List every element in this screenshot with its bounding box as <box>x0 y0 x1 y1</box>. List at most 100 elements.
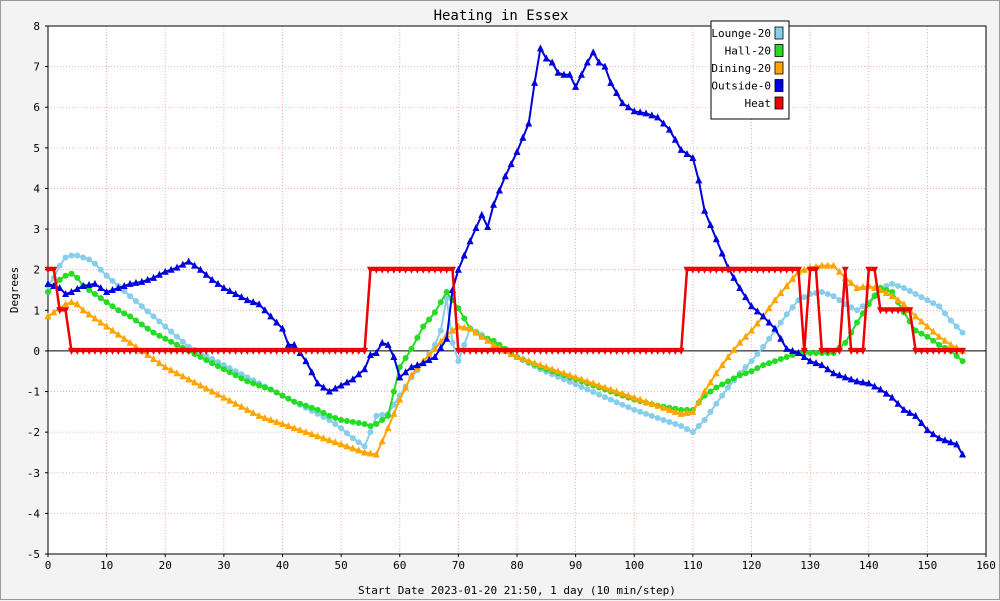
data-point <box>777 334 785 342</box>
data-point <box>642 347 650 355</box>
data-point <box>824 261 832 269</box>
data-point <box>232 347 240 355</box>
data-point <box>783 281 791 289</box>
data-point <box>900 300 908 308</box>
data-point <box>460 323 468 331</box>
data-point <box>701 387 709 395</box>
data-point <box>237 347 245 355</box>
data-point <box>742 293 750 301</box>
x-axis-label: Start Date 2023-01-20 21:50, 1 day (10 m… <box>358 584 676 597</box>
data-point <box>325 387 333 395</box>
data-point <box>79 347 87 355</box>
data-point <box>256 382 263 389</box>
data-point <box>173 347 181 355</box>
data-point <box>121 288 128 295</box>
data-point <box>337 347 345 355</box>
data-point <box>941 436 949 444</box>
data-point <box>396 373 404 381</box>
data-point <box>807 349 814 356</box>
data-point <box>173 263 181 271</box>
data-point <box>150 329 157 336</box>
data-point <box>672 421 679 428</box>
data-point <box>748 368 755 375</box>
data-point <box>179 338 186 345</box>
data-point <box>830 261 838 269</box>
data-point <box>425 266 433 274</box>
data-point <box>455 305 462 312</box>
data-point <box>460 347 468 355</box>
data-point <box>103 322 111 330</box>
series-layer <box>44 44 967 458</box>
data-point <box>654 347 662 355</box>
data-point <box>273 389 280 396</box>
data-point <box>355 370 363 378</box>
data-point <box>800 353 808 361</box>
data-point <box>789 266 797 274</box>
data-point <box>918 347 926 355</box>
y-tick-label: 5 <box>33 142 40 155</box>
data-point <box>373 421 380 428</box>
data-point <box>214 279 222 287</box>
data-point <box>841 373 849 381</box>
data-point <box>449 339 456 346</box>
data-point <box>748 302 755 310</box>
data-point <box>384 340 392 348</box>
data-point <box>209 360 216 367</box>
data-point <box>320 434 328 442</box>
data-point <box>396 395 404 403</box>
data-point <box>226 369 233 376</box>
data-point <box>736 266 744 274</box>
data-point <box>936 303 943 310</box>
data-point <box>332 421 339 428</box>
data-point <box>407 371 415 379</box>
data-point <box>941 336 949 344</box>
data-point <box>127 313 134 320</box>
data-point <box>759 266 767 274</box>
data-point <box>947 317 954 324</box>
data-point <box>385 412 392 419</box>
data-point <box>771 266 779 274</box>
data-point <box>144 325 151 332</box>
data-point <box>718 249 726 257</box>
data-point <box>929 327 937 335</box>
data-point <box>589 347 597 355</box>
data-point <box>666 419 673 425</box>
legend-label: Outside-0 <box>711 80 771 93</box>
data-point <box>68 252 75 259</box>
x-tick-label: 110 <box>683 559 703 572</box>
data-point <box>619 347 627 355</box>
data-point <box>308 430 316 438</box>
data-point <box>355 439 362 446</box>
data-point <box>889 289 896 296</box>
data-point <box>566 347 574 355</box>
data-point <box>760 343 767 350</box>
data-point <box>542 54 550 62</box>
data-point <box>713 384 720 391</box>
data-point <box>507 347 515 355</box>
data-point <box>67 288 75 296</box>
data-point <box>466 324 474 332</box>
data-point <box>103 347 111 355</box>
data-point <box>302 357 310 365</box>
legend-label: Dining-20 <box>711 62 771 75</box>
data-point <box>414 334 421 341</box>
data-point <box>285 395 292 402</box>
data-point <box>255 411 263 419</box>
data-point <box>695 423 702 430</box>
data-point <box>484 336 492 344</box>
x-tick-label: 20 <box>159 559 172 572</box>
data-point <box>226 347 234 355</box>
data-point <box>941 310 948 317</box>
data-point <box>625 404 632 411</box>
data-point <box>249 298 257 306</box>
data-point <box>74 252 81 259</box>
data-point <box>314 347 322 355</box>
data-point <box>290 340 298 348</box>
data-point <box>519 355 527 363</box>
data-point <box>572 373 580 381</box>
data-point <box>536 44 544 52</box>
data-point <box>290 424 298 432</box>
data-point <box>355 347 363 355</box>
data-point <box>824 365 832 373</box>
data-point <box>935 332 943 340</box>
